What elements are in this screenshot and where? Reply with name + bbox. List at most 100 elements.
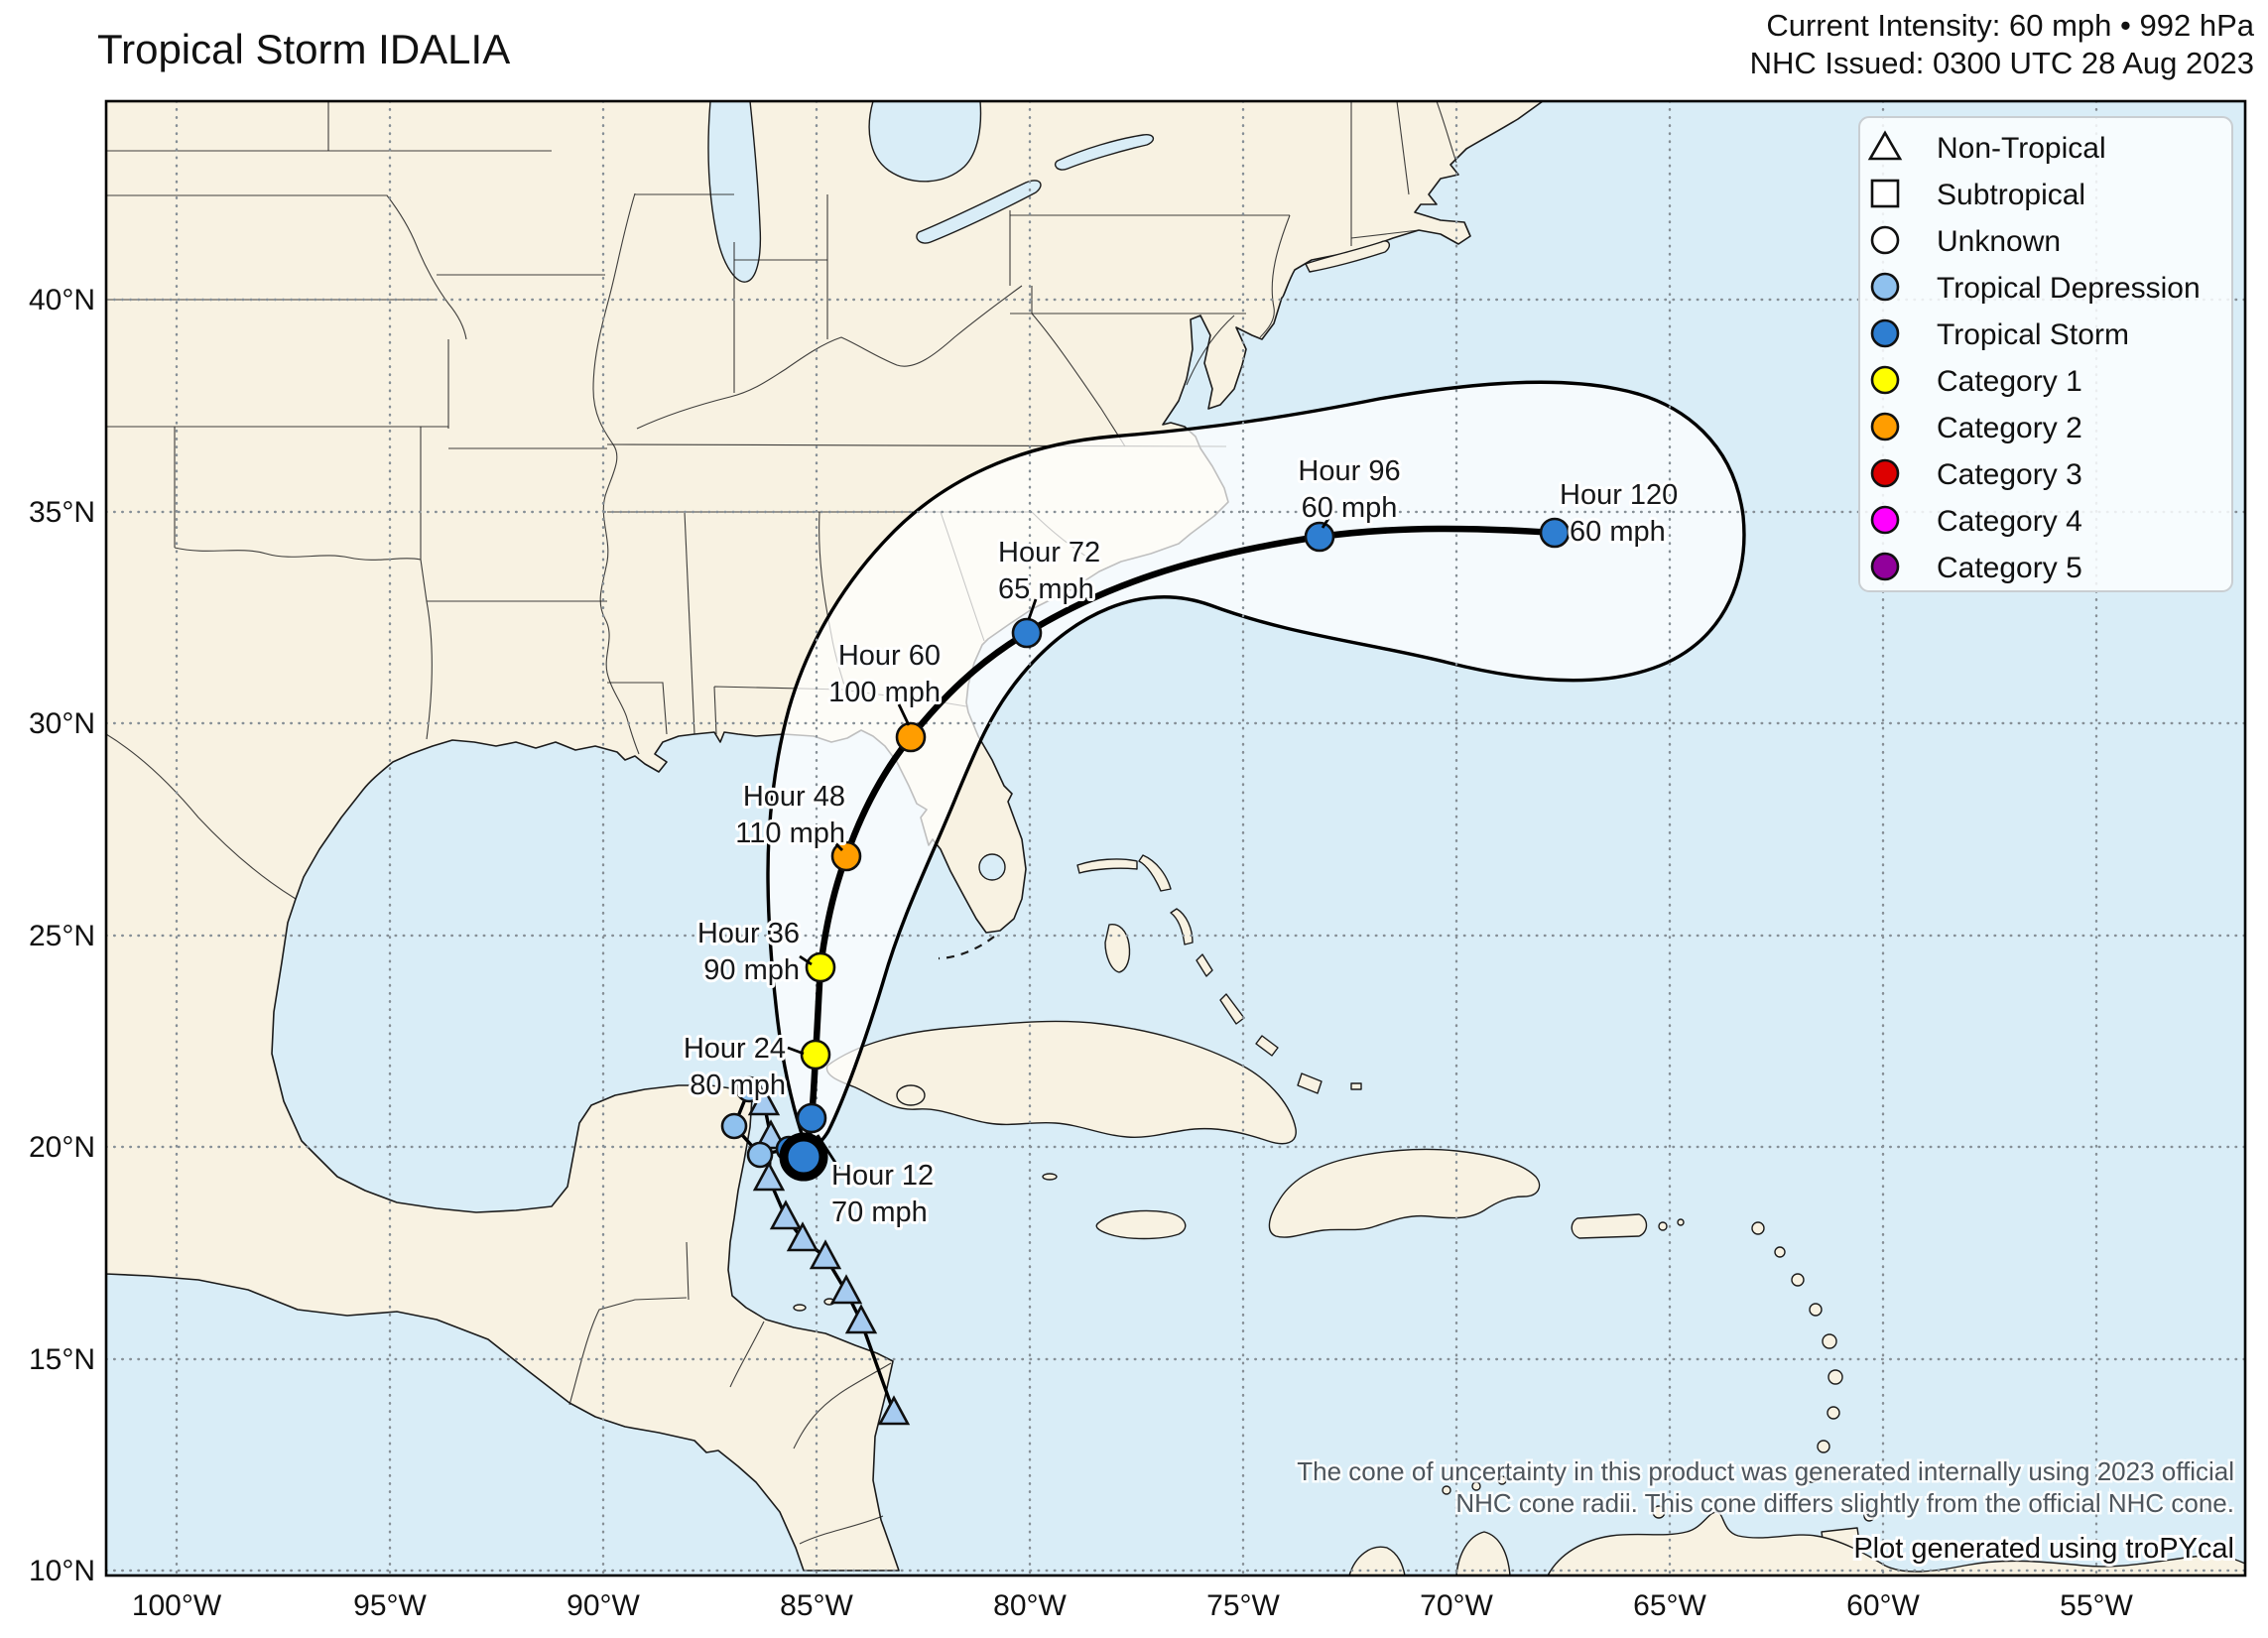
x-tick: 95°W — [353, 1589, 427, 1622]
past-marker-tropical-depression — [720, 1112, 748, 1140]
hour-36-label: Hour 36 — [697, 918, 800, 949]
hour-24-label: Hour 24 — [684, 1033, 786, 1065]
y-axis-labels: 40°N 35°N 30°N 25°N 20°N 15°N 10°N — [29, 284, 95, 1587]
legend-square-icon — [1870, 179, 1900, 208]
hour-48-speed: 110 mph — [735, 818, 845, 849]
x-tick: 60°W — [1846, 1589, 1920, 1622]
hour-12-speed: 70 mph — [831, 1197, 928, 1228]
legend-label: Category 3 — [1937, 458, 2082, 491]
hour-96-speed: 60 mph — [1302, 492, 1398, 524]
puerto-rico — [1571, 1213, 1648, 1239]
long-island — [1305, 240, 1391, 273]
legend-label: Category 5 — [1937, 552, 2082, 584]
graticule-gridlines — [106, 101, 2245, 1575]
hour-60-speed: 100 mph — [828, 677, 941, 708]
hour-72-label: Hour 72 — [998, 537, 1100, 568]
legend-label: Subtropical — [1937, 179, 2085, 211]
lake-huron — [868, 101, 982, 183]
x-tick: 65°W — [1633, 1589, 1706, 1622]
legend-label: Unknown — [1937, 225, 2061, 258]
y-tick: 15°N — [29, 1343, 95, 1376]
past-marker-non-tropical — [844, 1304, 878, 1334]
legend-cat3-icon — [1870, 458, 1900, 488]
x-tick: 100°W — [132, 1589, 222, 1622]
legend-label: Non-Tropical — [1937, 132, 2106, 165]
forecast-marker-hour-12 — [796, 1102, 827, 1134]
issued-time-text: NHC Issued: 0300 UTC 28 Aug 2023 — [1750, 46, 2254, 80]
x-tick: 80°W — [993, 1589, 1067, 1622]
forecast-marker-hour-48 — [830, 840, 862, 872]
past-marker-non-tropical — [829, 1274, 863, 1305]
legend-label: Category 4 — [1937, 505, 2082, 538]
cone-disclaimer-line1: The cone of uncertainty in this product … — [1297, 1456, 2234, 1486]
state-borders — [106, 101, 1457, 1545]
lake-ontario — [1054, 133, 1154, 171]
legend-cat1-icon — [1870, 365, 1900, 395]
x-tick: 85°W — [780, 1589, 853, 1622]
label-leader-lines — [787, 513, 1333, 1170]
legend-td-icon — [1870, 272, 1900, 302]
legend-triangle-icon — [1867, 130, 1903, 161]
past-marker-non-tropical — [752, 1161, 786, 1192]
legend-cat2-icon — [1870, 412, 1900, 441]
lake-erie — [916, 180, 1042, 244]
past-marker-non-tropical — [769, 1199, 803, 1230]
past-marker-non-tropical — [877, 1395, 911, 1426]
hour-72-speed: 65 mph — [998, 573, 1094, 605]
forecast-marker-hour-72 — [1011, 617, 1043, 649]
hour-24-speed: 80 mph — [690, 1070, 786, 1101]
cuba — [825, 1020, 1297, 1145]
hour-48-label: Hour 48 — [743, 781, 845, 813]
legend-cat4-icon — [1870, 505, 1900, 535]
hour-36-speed: 90 mph — [703, 954, 800, 986]
forecast-hour-labels: Hour 12 70 mph Hour 24 80 mph Hour 36 90… — [681, 452, 1681, 1231]
past-track-markers — [720, 1075, 911, 1426]
legend: Non-Tropical Subtropical Unknown Tropica… — [1858, 116, 2233, 592]
lake-okeechobee — [978, 853, 1006, 881]
x-axis-labels: 100°W 95°W 90°W 85°W 80°W 75°W 70°W 65°W… — [132, 1589, 2134, 1622]
hour-120-label: Hour 120 — [1560, 479, 1678, 511]
past-marker-non-tropical — [809, 1239, 842, 1270]
florida-keys — [938, 936, 995, 960]
legend-circle-icon — [1870, 225, 1900, 255]
forecast-markers — [779, 517, 1571, 1182]
past-marker-non-tropical — [786, 1221, 819, 1252]
y-tick: 35°N — [29, 496, 95, 529]
isle-of-youth — [896, 1084, 926, 1106]
map-plot-area: Hour 12 70 mph Hour 24 80 mph Hour 36 90… — [106, 101, 2245, 1575]
x-tick: 70°W — [1420, 1589, 1493, 1622]
cone-of-uncertainty — [766, 380, 1746, 1149]
y-tick: 20°N — [29, 1131, 95, 1164]
x-tick: 90°W — [567, 1589, 640, 1622]
forecast-marker-hour-60 — [895, 721, 927, 753]
y-tick: 10°N — [29, 1555, 95, 1587]
current-position-marker — [779, 1132, 828, 1182]
past-marker-tropical-depression — [746, 1141, 774, 1169]
jamaica — [1095, 1209, 1187, 1240]
page-title: Tropical Storm IDALIA — [97, 26, 510, 72]
forecast-marker-hour-24 — [800, 1039, 831, 1071]
hour-12-label: Hour 12 — [831, 1160, 934, 1192]
south-america-coast — [1547, 1511, 2245, 1575]
legend-label: Category 2 — [1937, 412, 2082, 444]
legend-ts-icon — [1870, 318, 1900, 348]
legend-label: Category 1 — [1937, 365, 2082, 398]
legend-cat5-icon — [1870, 552, 1900, 581]
hour-96-label: Hour 96 — [1298, 455, 1400, 487]
legend-label: Tropical Depression — [1937, 272, 2201, 305]
hour-120-speed: 60 mph — [1570, 516, 1666, 548]
hispaniola — [1268, 1148, 1541, 1238]
legend-label: Tropical Storm — [1937, 318, 2129, 351]
forecast-marker-hour-36 — [805, 951, 836, 983]
forecast-marker-hour-120 — [1539, 517, 1571, 549]
caribbean-islands — [793, 854, 2245, 1575]
past-marker-tropical-depression — [735, 1075, 763, 1103]
current-intensity-text: Current Intensity: 60 mph • 992 hPa — [1766, 8, 2254, 43]
lake-michigan — [707, 101, 762, 283]
hour-60-label: Hour 60 — [838, 640, 941, 672]
legend-box — [1858, 116, 2233, 592]
plot-frame — [104, 99, 2247, 1577]
cone-disclaimer-line2: NHC cone radii. This cone differs slight… — [1455, 1488, 2234, 1518]
